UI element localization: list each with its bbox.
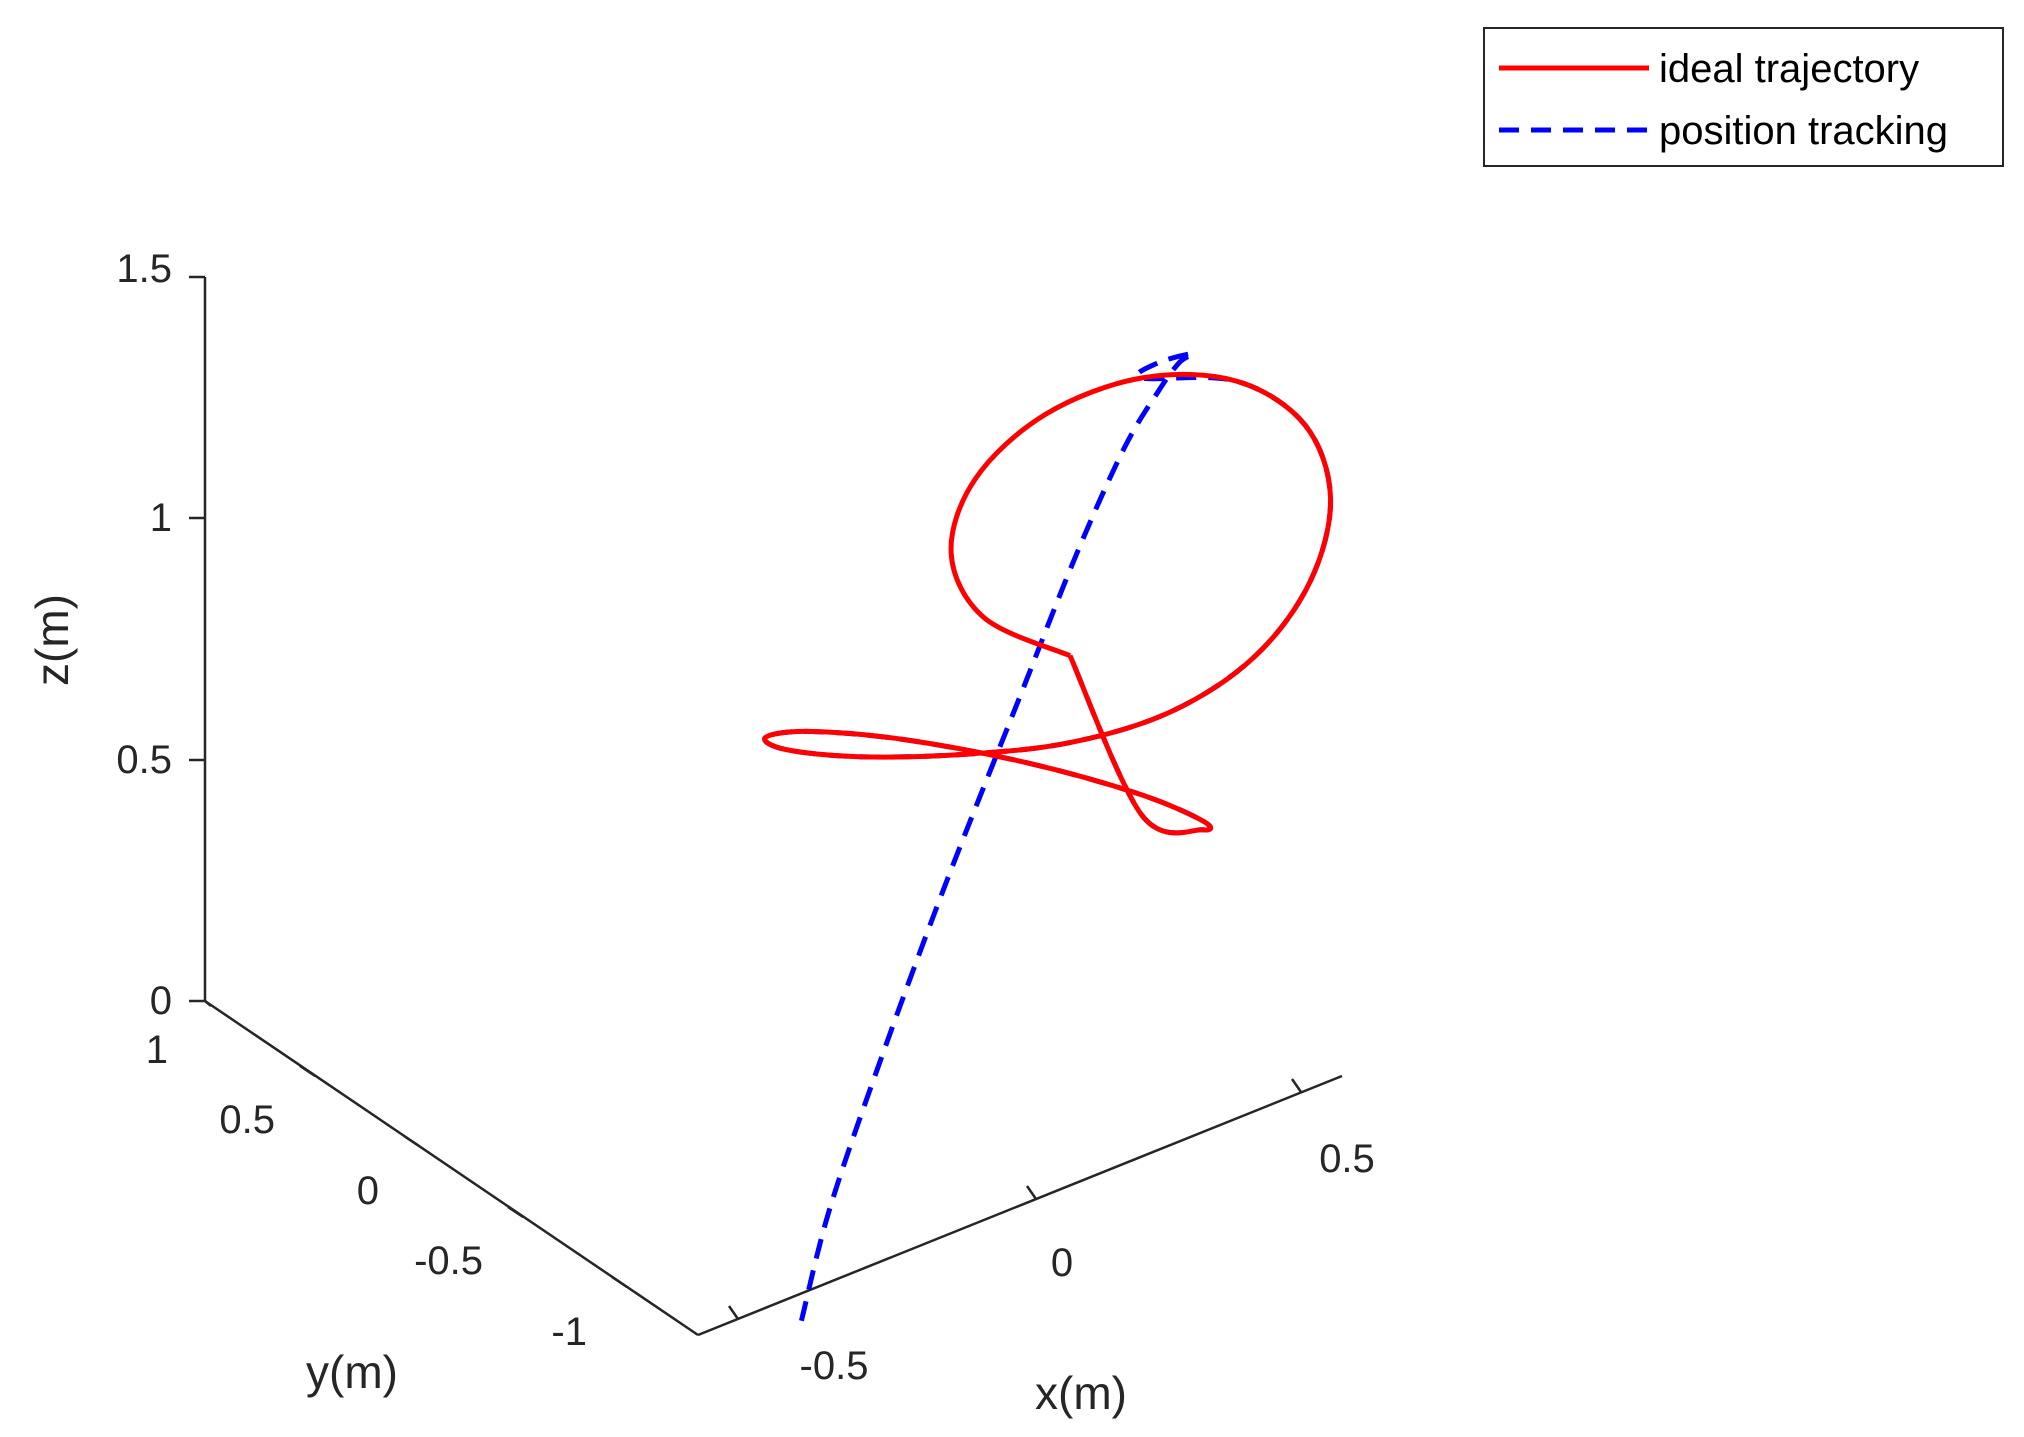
y-tick	[611, 1275, 628, 1289]
z-tick-label: 1.5	[116, 247, 172, 291]
x-tick	[1290, 1078, 1303, 1093]
y-tick	[204, 1000, 212, 1007]
x-tick-label: -0.5	[800, 1344, 869, 1388]
legend: ideal trajectory position tracking	[1483, 27, 2004, 167]
y-tick	[507, 1205, 524, 1219]
x-tick-label: 0	[1051, 1241, 1073, 1285]
legend-label-ideal-trajectory: ideal trajectory	[1659, 47, 1919, 91]
y-tick-label: -0.5	[414, 1239, 483, 1283]
y-tick	[299, 1064, 316, 1078]
x-tick	[727, 1305, 740, 1320]
z-axis-label: z(m)	[26, 594, 78, 686]
y-tick	[403, 1134, 420, 1148]
y-tick-labels: -1 -0.5 0 0.5 1	[146, 1028, 587, 1354]
legend-box	[1483, 27, 2004, 167]
z-tick-label: 0.5	[116, 738, 172, 782]
z-ticks	[189, 275, 205, 1003]
x-ticks	[727, 1078, 1303, 1320]
x-axis-label: x(m)	[1035, 1367, 1127, 1419]
x-tick	[1025, 1185, 1038, 1200]
x-axis-line	[697, 1074, 1343, 1337]
y-ticks	[204, 1000, 628, 1289]
y-tick-label: 1	[146, 1028, 168, 1072]
z-tick-labels: 0 0.5 1 1.5	[116, 247, 172, 1023]
legend-label-position-tracking: position tracking	[1659, 109, 1948, 153]
y-tick-label: 0.5	[219, 1098, 275, 1142]
z-tick-label: 1	[150, 496, 172, 540]
series-layer	[762, 351, 1334, 1322]
y-tick-label: -1	[551, 1310, 587, 1354]
x-tick-labels: -0.5 0 0.5	[800, 1137, 1375, 1388]
y-axis-label: y(m)	[306, 1346, 398, 1398]
y-tick-label: 0	[357, 1169, 379, 1213]
x-tick-label: 0.5	[1319, 1137, 1375, 1181]
series-line-ideal-trajectory	[762, 371, 1334, 836]
z-tick-label: 0	[150, 979, 172, 1023]
